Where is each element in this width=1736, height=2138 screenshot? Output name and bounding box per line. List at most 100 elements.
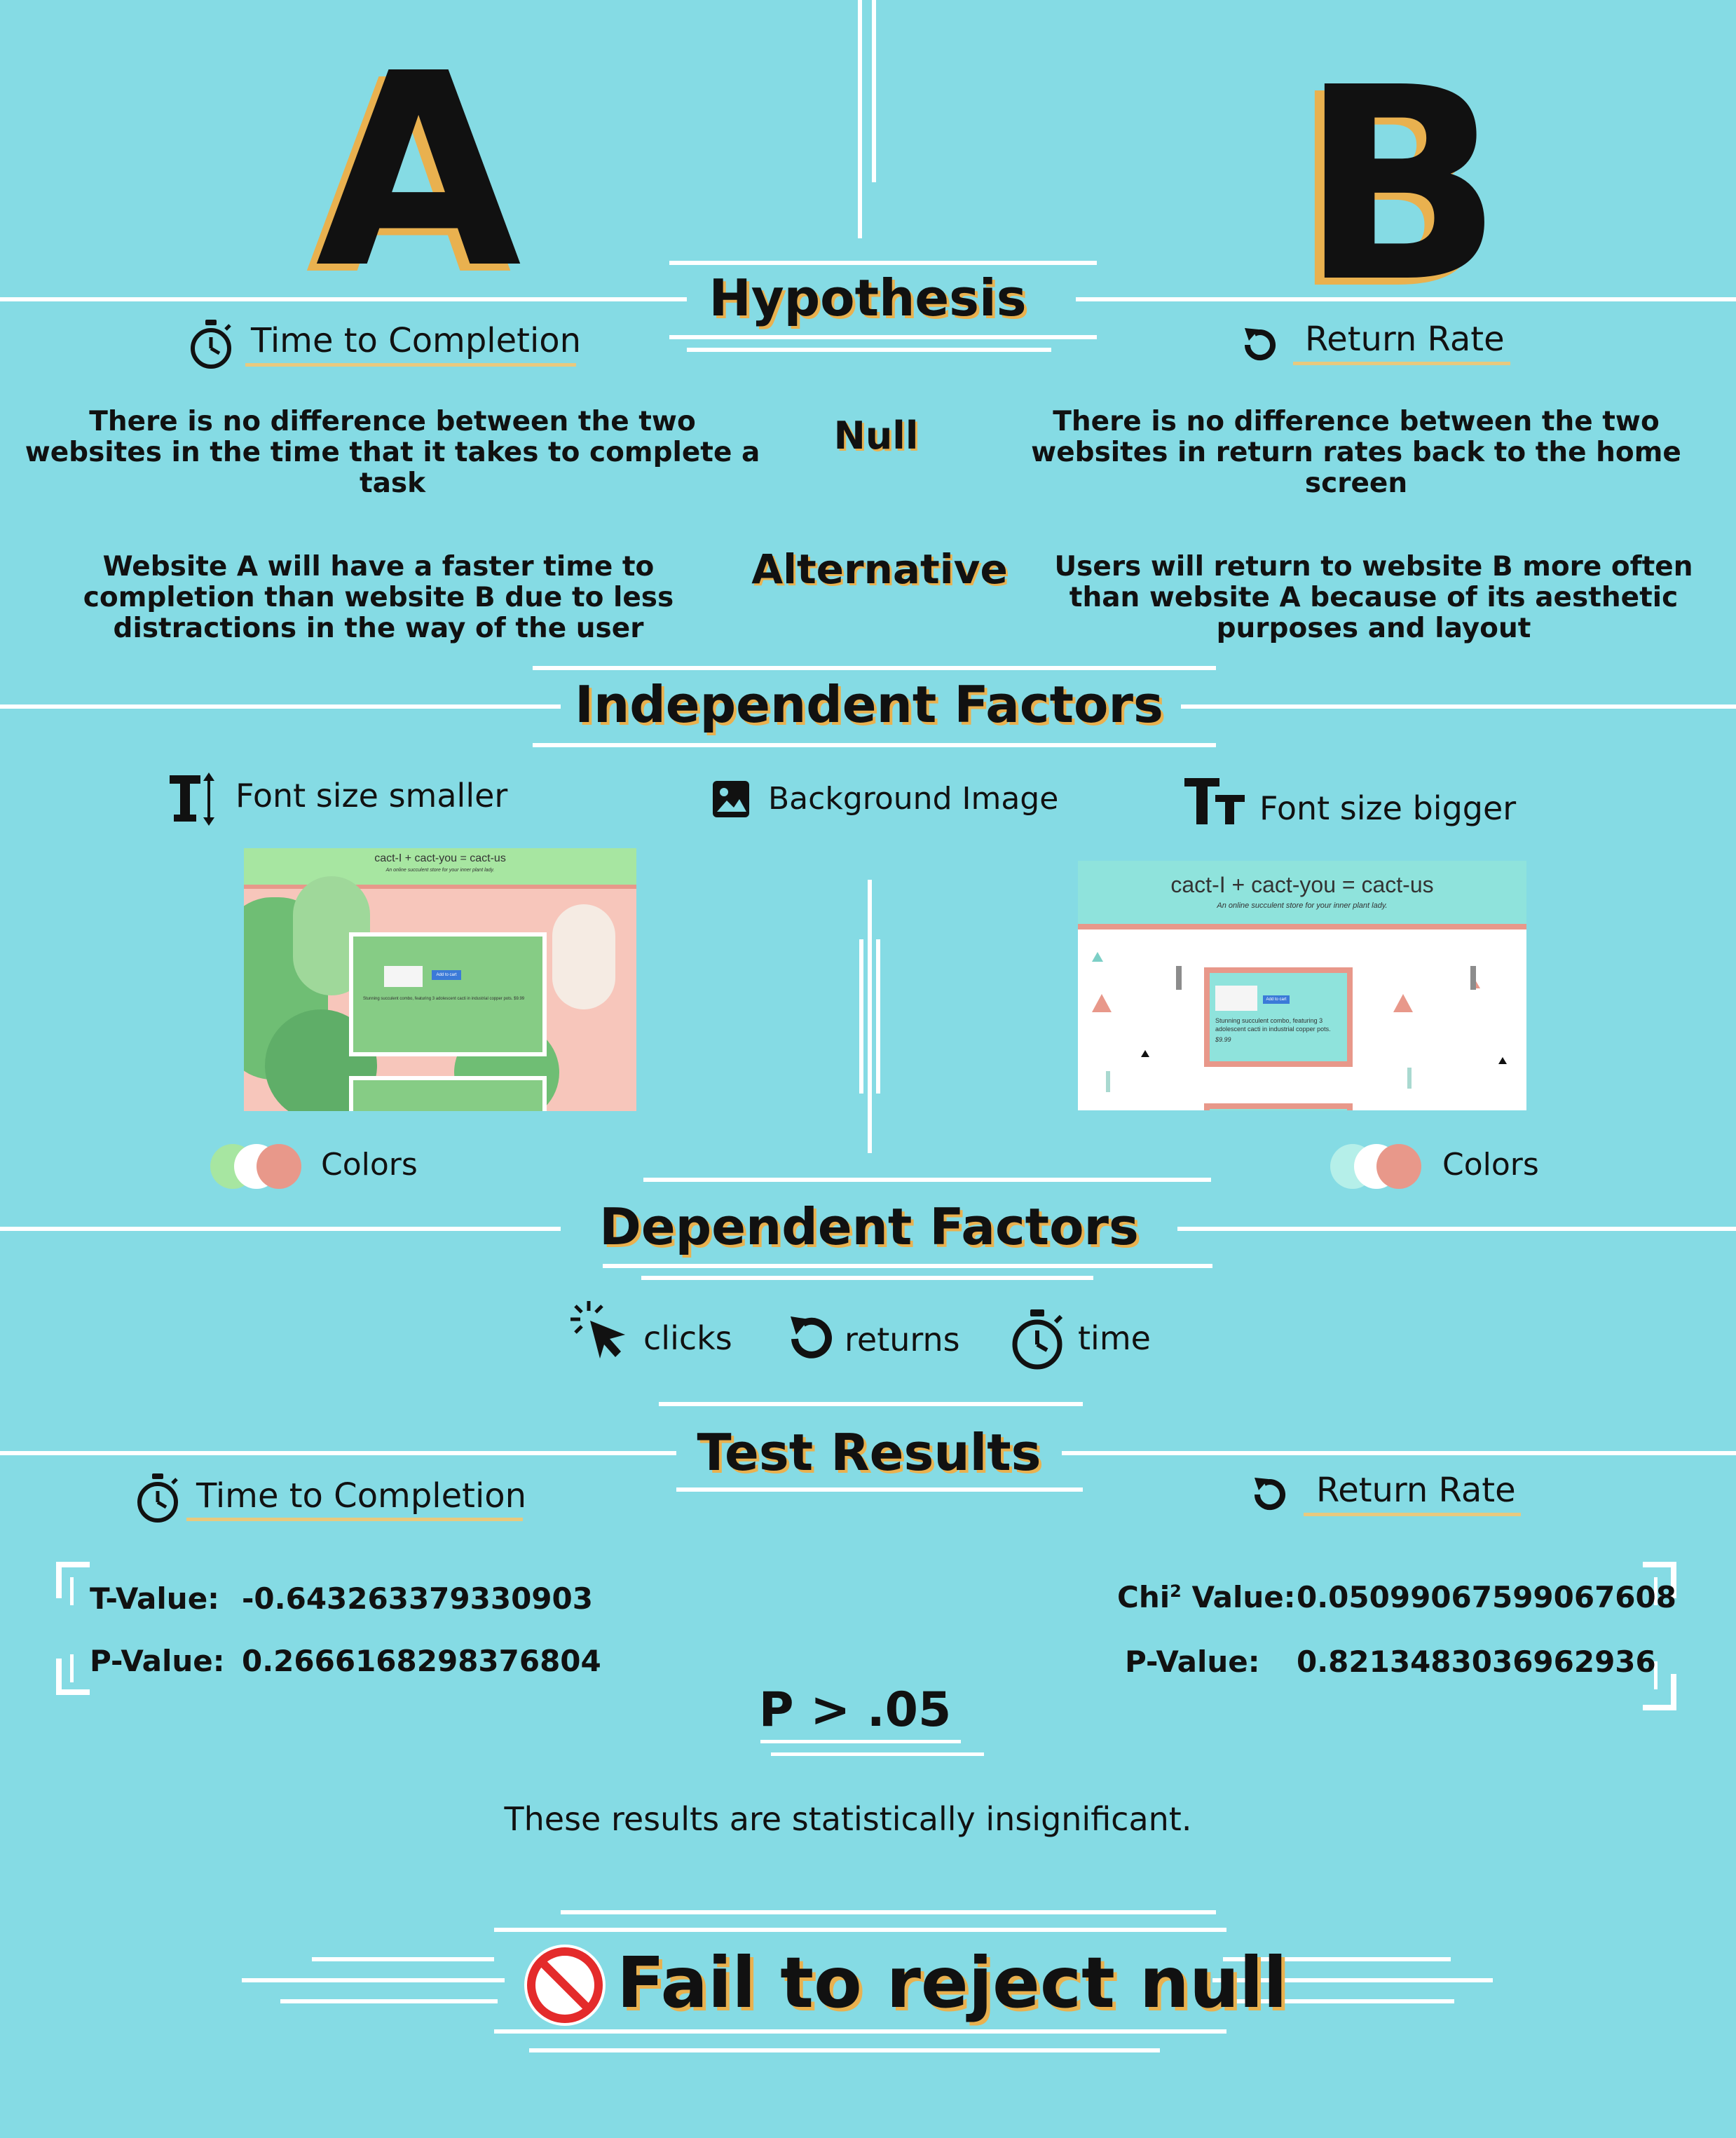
conclusion-line-left-1 <box>312 1957 494 1961</box>
bracket-right-inner <box>1654 1577 1658 1605</box>
return-arrow-icon <box>1254 1478 1285 1511</box>
triangle-decoration <box>1498 1057 1507 1064</box>
website-b-header-border <box>1078 924 1526 930</box>
divider-mid-short-left <box>859 939 863 1094</box>
hypothesis-return-label: Return Rate <box>1305 320 1505 359</box>
font-size-smaller-icon <box>170 772 214 826</box>
null-hypothesis-left: There is no difference between the two w… <box>25 406 760 499</box>
conclusion-line-right-3 <box>1223 1999 1454 2003</box>
bracket-left-bottom <box>56 1659 90 1695</box>
results-line-top <box>659 1402 1083 1406</box>
results-return-underline <box>1304 1513 1521 1516</box>
color-swatch-salmon <box>1376 1144 1421 1189</box>
hypothesis-time-underline <box>245 363 576 367</box>
stopwatch-icon <box>1012 1309 1063 1370</box>
prohibited-icon <box>524 1945 606 2026</box>
product-thumbnail <box>384 966 423 987</box>
bracket-left-top <box>56 1562 90 1598</box>
alt-hypothesis-left: Website A will have a faster time to com… <box>83 551 674 644</box>
chi-label-suffix: Value: <box>1181 1580 1296 1614</box>
hypothesis-line-top <box>669 261 1097 265</box>
divider-mid-long <box>868 880 872 1153</box>
hypothesis-time-label: Time to Completion <box>251 321 582 360</box>
variant-a-letter: A <box>315 16 522 327</box>
p-threshold-underline <box>760 1740 961 1743</box>
independent-line-left <box>0 704 561 709</box>
font-size-bigger-icon <box>1184 778 1245 824</box>
alt-hypothesis-right: Users will return to website B more ofte… <box>1054 551 1693 644</box>
conclusion-line-top2 <box>494 1928 1226 1932</box>
website-b-header-text: cact-I + cact-you = cact-us <box>1170 872 1434 897</box>
p-value-left-label: P-Value: <box>90 1644 225 1678</box>
product-thumbnail <box>1215 986 1257 1011</box>
website-a-header-text: cact-I + cact-you = cact-us <box>374 852 506 864</box>
website-b-tagline: An online succulent store for your inner… <box>1217 901 1388 910</box>
image-icon <box>713 781 749 817</box>
website-a-product-card-2 <box>349 1076 547 1111</box>
hypothesis-line-left <box>0 297 687 301</box>
bracket-right-inner <box>1654 1661 1658 1689</box>
teepee-decoration <box>1393 994 1413 1012</box>
cactus-decoration <box>1176 966 1182 990</box>
chi-value: 0.05099067599067608 <box>1297 1580 1676 1614</box>
website-b-screenshot: cact-I + cact-you = cact-us An online su… <box>1078 861 1526 1110</box>
p-value-right: 0.8213483036962936 <box>1297 1645 1656 1679</box>
website-a-product-desc: Stunning succulent combo, featuring 3 ad… <box>363 997 525 1001</box>
chi-label-prefix: Chi <box>1117 1580 1170 1614</box>
independent-line-top <box>533 666 1216 670</box>
website-b-product-card-2 <box>1204 1103 1353 1110</box>
cactus-decoration <box>1470 966 1476 990</box>
teepee-decoration <box>1092 994 1112 1012</box>
website-a-header-border <box>244 885 636 889</box>
p-threshold-underline2 <box>771 1752 984 1756</box>
p-value-left: 0.2666168298376804 <box>242 1644 601 1678</box>
hypothesis-line-bottom2 <box>687 348 1051 352</box>
hypothesis-return-underline <box>1293 362 1510 365</box>
dependent-line-bottom <box>603 1264 1212 1268</box>
time-label: time <box>1078 1319 1151 1357</box>
triangle-decoration <box>1141 1050 1149 1057</box>
results-title: Test Results <box>697 1423 1041 1482</box>
results-line-left <box>0 1451 676 1455</box>
website-a-screenshot: cact-I + cact-you = cact-us An online su… <box>244 848 636 1111</box>
null-label: Null <box>833 414 919 458</box>
background-image-label: Background Image <box>768 781 1059 817</box>
results-return-label: Return Rate <box>1316 1471 1516 1510</box>
click-cursor-icon <box>570 1301 625 1359</box>
website-a-tagline: An online succulent store for your inner… <box>385 868 495 873</box>
results-summary: These results are statistically insignif… <box>504 1800 1192 1838</box>
colors-label-a: Colors <box>321 1147 418 1183</box>
website-b-add-button[interactable]: Add to cart <box>1263 995 1290 1004</box>
leaf-decoration <box>552 904 615 1009</box>
results-time-underline <box>186 1518 523 1521</box>
null-hypothesis-right: There is no difference between the two w… <box>1031 406 1681 499</box>
dependent-line-left <box>0 1227 561 1231</box>
hypothesis-line-bottom <box>669 335 1097 339</box>
font-size-smaller-label: Font size smaller <box>235 777 508 815</box>
conclusion-line-right-1 <box>1223 1957 1451 1961</box>
bracket-left-inner <box>70 1654 74 1682</box>
conclusion-line-left-2 <box>242 1978 505 1982</box>
website-b-header: cact-I + cact-you = cact-us An online su… <box>1078 861 1526 924</box>
conclusion-line-right-2 <box>1212 1978 1493 1982</box>
independent-line-right <box>1181 704 1736 709</box>
stopwatch-icon <box>191 320 231 369</box>
conclusion-line-bottom <box>494 2029 1226 2034</box>
divider-mid-short-right <box>876 939 880 1094</box>
dependent-title: Dependent Factors <box>599 1197 1139 1256</box>
chi-label-sup: 2 <box>1170 1581 1182 1601</box>
divider-top-right <box>872 0 876 182</box>
t-value: -0.643263379330903 <box>242 1581 593 1616</box>
website-a-product-card: Add to cart Stunning succulent combo, fe… <box>349 932 547 1056</box>
independent-line-bottom <box>533 743 1216 747</box>
return-arrow-icon <box>1244 328 1276 361</box>
website-b-product-card: Add to cart Stunning succulent combo, fe… <box>1204 967 1353 1067</box>
website-b-product-price: $9.99 <box>1215 1036 1231 1043</box>
cactus-decoration <box>1106 1071 1110 1092</box>
website-a-add-button[interactable]: Add to cart <box>432 970 461 980</box>
font-size-bigger-label: Font size bigger <box>1259 789 1517 827</box>
conclusion-text: Fail to reject null <box>617 1942 1287 2024</box>
clicks-label: clicks <box>643 1319 732 1357</box>
color-swatch-salmon <box>257 1144 301 1189</box>
